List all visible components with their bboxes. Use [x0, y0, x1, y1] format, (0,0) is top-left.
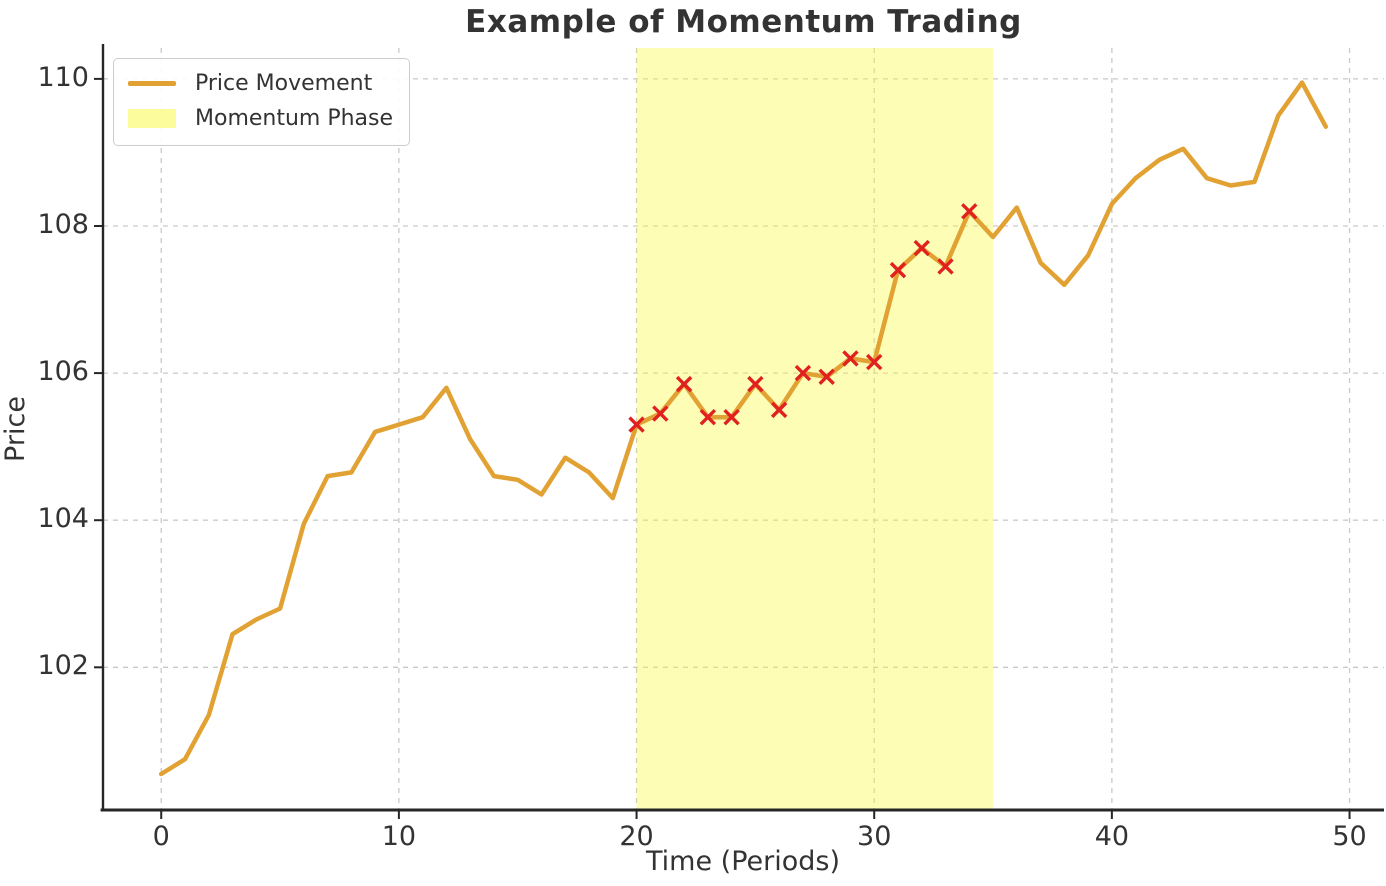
momentum-marker-x: [961, 203, 978, 220]
x-tick-label: 0: [152, 821, 170, 852]
momentum-marker-x: [723, 409, 740, 426]
momentum-marker-x: [747, 375, 764, 393]
momentum-marker-x: [866, 353, 883, 371]
y-axis-label: Price: [0, 396, 31, 462]
x-tick-label: 40: [1094, 821, 1130, 852]
legend-label-momentum-phase: Momentum Phase: [195, 106, 394, 131]
price-line: [158, 80, 1329, 777]
x-tick-label: 50: [1332, 821, 1367, 852]
legend: Price Movement Momentum Phase: [113, 58, 411, 146]
y-tick-label: 104: [37, 503, 89, 535]
momentum-marker-x: [652, 405, 669, 422]
x-tick-label: 30: [857, 821, 892, 852]
momentum-marker-x: [937, 258, 954, 275]
x-tick-label: 20: [619, 821, 654, 852]
x-axis-label: Time (Periods): [646, 846, 840, 877]
chart-title: Example of Momentum Trading: [465, 4, 1022, 40]
momentum-marker-x: [770, 401, 788, 419]
momentum-phase-band: [636, 48, 994, 810]
legend-item-price-movement: Price Movement: [128, 66, 393, 101]
y-tick-label: 110: [37, 61, 89, 93]
momentum-marker-x: [675, 375, 693, 393]
momentum-marker-x: [628, 416, 645, 433]
legend-item-momentum-phase: Momentum Phase: [128, 101, 393, 136]
y-tick-label: 106: [37, 356, 89, 388]
momentum-phase-swatch: [128, 109, 176, 128]
y-tick-label: 108: [37, 208, 89, 240]
x-tick-label: 10: [381, 821, 417, 852]
momentum-marker-x: [842, 350, 859, 367]
momentum-marker-x: [794, 364, 812, 382]
price-line-swatch: [128, 81, 176, 86]
momentum-marker-x: [913, 239, 930, 257]
plot-canvas: [94, 44, 1384, 819]
plot-area: Price Movement Momentum Phase 0 10 20 30 40 5…: [37, 44, 1384, 851]
y-tick-label: 102: [37, 650, 89, 682]
momentum-marker-x: [889, 261, 907, 279]
momentum-marker-x: [699, 409, 717, 426]
legend-label-price-movement: Price Movement: [195, 71, 373, 96]
momentum-marker-x: [818, 368, 835, 385]
